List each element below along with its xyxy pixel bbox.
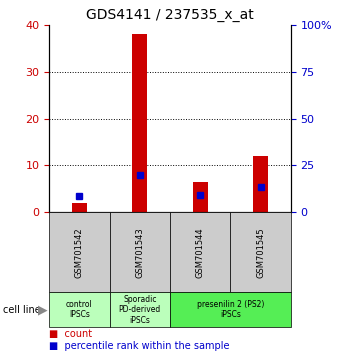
Text: cell line: cell line	[3, 305, 41, 315]
Text: ■  count: ■ count	[49, 329, 92, 339]
Bar	[72, 203, 87, 212]
Bar	[132, 34, 147, 212]
Text: GSM701543: GSM701543	[135, 227, 144, 278]
Text: GSM701544: GSM701544	[196, 227, 205, 278]
Text: presenilin 2 (PS2)
iPSCs: presenilin 2 (PS2) iPSCs	[197, 300, 264, 319]
Text: GSM701542: GSM701542	[75, 227, 84, 278]
Text: control
IPSCs: control IPSCs	[66, 300, 93, 319]
Text: ▶: ▶	[38, 303, 47, 316]
Text: Sporadic
PD-derived
iPSCs: Sporadic PD-derived iPSCs	[119, 295, 161, 325]
Bar	[193, 182, 208, 212]
Bar	[253, 156, 268, 212]
Text: ■  percentile rank within the sample: ■ percentile rank within the sample	[49, 341, 230, 351]
Title: GDS4141 / 237535_x_at: GDS4141 / 237535_x_at	[86, 8, 254, 22]
Text: GSM701545: GSM701545	[256, 227, 265, 278]
